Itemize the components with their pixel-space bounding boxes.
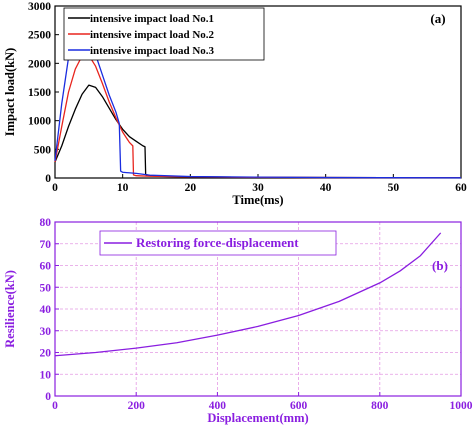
x-tick-label: 30 [252,182,264,194]
x-tick-label: 40 [320,182,332,194]
y-tick-label: 80 [40,217,52,229]
legend-box [63,7,265,61]
y-tick-label: 40 [40,304,52,316]
x-tick-label: 50 [388,182,400,194]
x-tick-label: 60 [455,182,467,194]
y-axis-title: Resilience(kN) [3,270,17,348]
y-tick-label: 2000 [28,58,51,70]
legend-label: intensive impact load No.1 [90,13,214,25]
x-tick-label: 400 [209,400,227,412]
legend: Restoring force-displacement [99,230,337,256]
y-axis-title: Impact load(kN) [3,48,17,137]
y-tick-label: 1000 [28,116,51,128]
y-tick-label: 70 [40,239,52,251]
y-tick-label: 10 [40,369,52,381]
x-tick-label: 200 [128,400,146,412]
y-tick-label: 50 [40,282,52,294]
y-tick-label: 60 [40,261,52,273]
legend-label: Restoring force-displacement [136,235,299,250]
panel-label: (a) [430,11,445,26]
legend-box [99,230,337,256]
x-tick-label: 1000 [450,400,473,412]
y-tick-label: 2500 [28,30,51,42]
legend-label: intensive impact load No.2 [90,29,215,41]
y-tick-label: 0 [45,173,51,185]
series-line-1 [54,84,462,179]
chart-panel-1: 0 10 20 30 40 50 60 0 500 1000 1500 2000 2500 3000 Tim… [3,1,467,207]
y-tick-label: 500 [34,144,52,156]
x-axis-title: Displacement(mm) [207,411,308,425]
x-tick-label: 20 [185,182,197,194]
series-line-1 [54,232,442,357]
x-tick-label: 0 [52,182,58,194]
y-tick-label: 3000 [28,1,51,13]
x-tick-label: 600 [290,400,308,412]
x-tick-label: 0 [52,400,58,412]
x-axis-title: Time(ms) [232,193,283,207]
y-tick-label: 1500 [28,87,51,99]
legend-label: intensive impact load No.3 [90,45,215,57]
y-tick-label: 20 [40,348,52,360]
legend: intensive impact load No.1 intensive impa… [63,7,265,61]
x-tick-label: 800 [371,400,389,412]
y-tick-label: 0 [45,391,51,403]
series-line-2 [54,52,462,179]
y-tick-label: 30 [40,326,52,338]
chart-panel-2: 0 200 400 600 800 1000 0 10 20 30 40 50 60 70 80 Displa… [3,217,473,425]
x-tick-label: 10 [117,182,129,194]
panel-label: (b) [432,258,448,273]
